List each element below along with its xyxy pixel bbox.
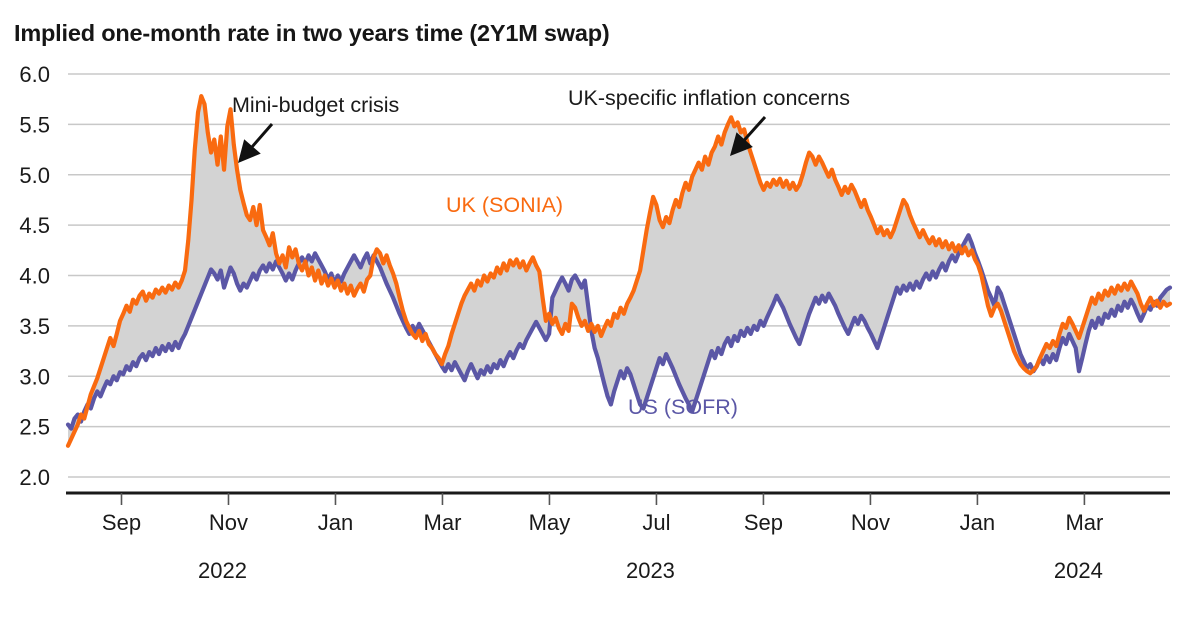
- series-line: [65, 233, 1173, 431]
- y-tick-label: 5.0: [19, 163, 50, 188]
- y-tick-label: 6.0: [19, 62, 50, 87]
- series-lines-group: [65, 94, 1173, 448]
- annotation-arrow-shaft: [740, 115, 767, 144]
- x-tick-label: Nov: [209, 510, 248, 535]
- x-year-label: 2024: [1054, 558, 1103, 583]
- x-tick-labels-group: Sep Nov Jan Mar May Jul Sep Nov Jan Mar 2022 2023 20…: [102, 493, 1103, 583]
- x-tick-label: Jan: [960, 510, 995, 535]
- annotation-arrow-shaft: [248, 123, 274, 151]
- x-tick-label: Mar: [424, 510, 462, 535]
- x-tick-label: Sep: [102, 510, 141, 535]
- y-tick-labels-group: 6.0 5.5 5.0 4.5 4.0 3.5 3.0 2.5 2.0: [19, 62, 50, 490]
- series-inline-label: UK (SONIA): [446, 193, 563, 217]
- annotation-arrow-head: [730, 132, 753, 156]
- annotation-label: Mini-budget crisis: [232, 93, 399, 117]
- series-inline-label: US (SOFR): [628, 395, 738, 419]
- y-tick-label: 4.5: [19, 213, 50, 238]
- x-tick-label: Sep: [744, 510, 783, 535]
- annotation-label: UK-specific inflation concerns: [568, 86, 850, 110]
- annotation-arrow-head: [238, 139, 261, 163]
- series-labels-group: UK (SONIA) US (SOFR): [446, 193, 738, 419]
- y-tick-label: 2.0: [19, 465, 50, 490]
- annotations-group: Mini-budget crisis UK-specific inflation …: [232, 86, 850, 163]
- y-tick-label: 3.5: [19, 314, 50, 339]
- y-tick-label: 4.0: [19, 264, 50, 289]
- x-tick-label: Jul: [642, 510, 670, 535]
- y-tick-label: 3.0: [19, 364, 50, 389]
- x-tick-label: Jan: [318, 510, 353, 535]
- x-tick-label: Nov: [851, 510, 890, 535]
- y-tick-label: 5.5: [19, 112, 50, 137]
- x-year-label: 2023: [626, 558, 675, 583]
- y-tick-label: 2.5: [19, 415, 50, 440]
- chart-title: Implied one-month rate in two years time…: [14, 20, 610, 46]
- x-tick-label: May: [529, 510, 571, 535]
- x-tick-label: Mar: [1065, 510, 1103, 535]
- series-line: [65, 94, 1173, 448]
- x-year-label: 2022: [198, 558, 247, 583]
